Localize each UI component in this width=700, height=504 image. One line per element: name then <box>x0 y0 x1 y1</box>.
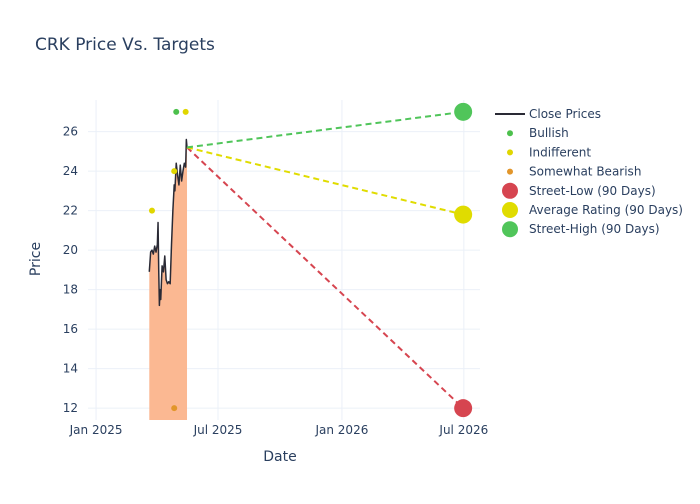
legend-label: Somewhat Bearish <box>529 165 641 179</box>
legend-label: Close Prices <box>529 107 601 121</box>
legend: Close Prices Bullish Indifferent Somewhat B… <box>495 107 683 238</box>
legend-swatch <box>507 130 513 137</box>
x-tick-label: Jan 2026 <box>314 423 368 437</box>
plot-area <box>148 102 473 421</box>
target-marker <box>454 102 473 121</box>
rating-point <box>173 108 180 115</box>
legend-swatch <box>502 182 518 199</box>
y-axis: 12 14 16 18 20 22 24 26 <box>63 125 78 416</box>
y-axis-title: Price <box>28 242 44 276</box>
rating-point <box>182 108 189 115</box>
legend-label: Street-High (90 Days) <box>529 222 660 236</box>
close-price-line <box>148 138 188 307</box>
rating-point <box>171 405 178 412</box>
legend-label: Bullish <box>529 126 569 140</box>
y-tick-label: 24 <box>63 164 78 178</box>
legend-label: Average Rating (90 Days) <box>529 203 683 217</box>
legend-swatch <box>507 168 513 175</box>
legend-label: Street-Low (90 Days) <box>529 184 656 198</box>
target-marker <box>454 399 473 418</box>
legend-label: Indifferent <box>529 145 591 159</box>
legend-swatch <box>507 149 513 156</box>
legend-swatch <box>502 221 518 238</box>
target-line <box>186 146 464 216</box>
legend-swatch <box>502 202 518 218</box>
x-tick-label: Jul 2026 <box>438 423 488 437</box>
y-tick-label: 12 <box>63 401 78 415</box>
plot-grid <box>88 100 480 420</box>
x-axis-title: Date <box>263 449 296 465</box>
target-line <box>186 146 464 409</box>
y-tick-label: 18 <box>63 283 78 297</box>
y-tick-label: 22 <box>63 204 78 218</box>
y-tick-label: 26 <box>63 125 78 139</box>
target-marker <box>454 205 473 224</box>
target-line <box>186 110 464 149</box>
rating-point <box>148 207 155 214</box>
y-tick-label: 20 <box>63 243 78 257</box>
x-tick-label: Jul 2025 <box>193 423 243 437</box>
y-tick-label: 16 <box>63 322 78 336</box>
x-tick-label: Jan 2025 <box>69 423 123 437</box>
y-tick-label: 14 <box>63 362 78 376</box>
close-price-area <box>149 139 188 421</box>
x-axis: Jan 2025 Jul 2025 Jan 2026 Jul 2026 <box>69 423 489 437</box>
chart-title: CRK Price Vs. Targets <box>35 35 215 55</box>
rating-point <box>171 168 178 175</box>
